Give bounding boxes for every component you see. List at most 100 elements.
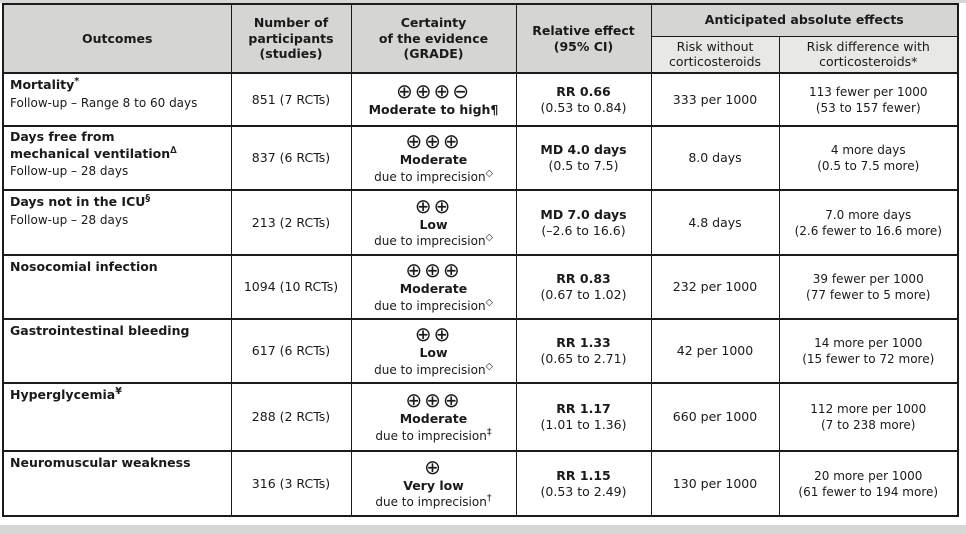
outcome-name: Neuromuscular weakness — [10, 455, 191, 470]
followup-text: Follow-up – Range 8 to 60 days — [10, 95, 198, 110]
grade-reason-footnote-marker: ‡ — [486, 426, 492, 438]
outcome-name: Mortality* — [10, 76, 80, 93]
participants-cell: 837 (6 RCTs) — [230, 125, 352, 191]
grade-reason-footnote-marker: ◇ — [485, 296, 493, 308]
participants-cell: 851 (7 RCTs) — [230, 72, 352, 127]
outcome-cell: Nosocomial infection — [2, 254, 232, 320]
grade-level: Low — [419, 345, 448, 361]
effect-ci: (1.01 to 1.36) — [540, 417, 627, 432]
grade-reason: due to imprecision◇ — [358, 168, 510, 185]
risk-difference-cell: 112 more per 1000 (7 to 238 more) — [778, 382, 959, 452]
outcome-text: Days not in the ICU — [10, 194, 146, 210]
outcome-cell: Days free from mechanical ventilation∆ F… — [2, 125, 232, 191]
table-row-icu-free-days: Days not in the ICU§ Follow-up – 28 days… — [2, 189, 959, 256]
table-header: Outcomes Number of participants (studies… — [2, 3, 959, 74]
grade-level: Low — [419, 216, 448, 232]
participants-cell: 1094 (10 RCTs) — [230, 254, 352, 320]
grade-level: Moderate — [399, 152, 468, 168]
grade-level: Moderate — [399, 281, 468, 297]
risk-difference-text: 4 more days (0.5 to 7.5 more) — [817, 143, 920, 173]
effect-estimate: RR 1.17 — [556, 401, 611, 417]
risk-difference-text: 39 fewer per 1000 (77 fewer to 5 more) — [806, 272, 931, 302]
grade-reason-text: due to imprecision — [374, 234, 486, 249]
outcome-cell: Gastrointestinal bleeding — [2, 318, 232, 384]
header-risk-difference: Risk difference with corticosteroids* — [778, 35, 959, 74]
effect-estimate: RR 1.15 — [556, 467, 611, 483]
grade-cell: ⊕⊕ Low due to imprecision◇ — [350, 318, 517, 384]
header-risk-without: Risk without corticosteroids — [650, 35, 780, 74]
relative-effect-cell: RR 0.66 (0.53 to 0.84) — [515, 72, 652, 127]
grade-reason: due to imprecision◇ — [358, 232, 510, 249]
grade-cell: ⊕⊕⊕⊖ Moderate to high¶ — [350, 72, 517, 127]
relative-effect-cell: RR 1.17 (1.01 to 1.36) — [515, 382, 652, 452]
table-row-gastrointestinal-bleeding: Gastrointestinal bleeding 617 (6 RCTs) ⊕… — [2, 318, 959, 384]
outcome-cell: Mortality* Follow-up – Range 8 to 60 day… — [2, 72, 232, 127]
grade-reason-text: due to imprecision — [375, 495, 487, 510]
outcome-footnote-marker: ∆ — [170, 144, 177, 156]
risk-difference-cell: 7.0 more days (2.6 fewer to 16.6 more) — [778, 189, 959, 256]
grade-circles-icon: ⊕⊕ — [414, 322, 453, 347]
effect-estimate: RR 1.33 — [556, 335, 611, 351]
header-participants: Number of participants (studies) — [230, 3, 352, 74]
header-relative-effect: Relative effect (95% CI) — [515, 3, 652, 74]
relative-effect-cell: RR 1.15 (0.53 to 2.49) — [515, 450, 652, 517]
outcome-text: Days free from mechanical ventilation — [10, 129, 171, 161]
outcome-name: Days not in the ICU§ — [10, 193, 151, 210]
effect-ci: (0.67 to 1.02) — [540, 287, 627, 302]
grade-circles-icon: ⊕⊕⊕⊖ — [395, 79, 472, 104]
grade-circles-icon: ⊕ — [424, 454, 443, 479]
outcome-footnote-marker: § — [145, 193, 151, 204]
grade-cell: ⊕⊕⊕ Moderate due to imprecision◇ — [350, 254, 517, 320]
effect-ci: (–2.6 to 16.6) — [541, 222, 626, 238]
risk-difference-text: 20 more per 1000 (61 fewer to 194 more) — [798, 468, 939, 499]
outcome-name: Days free from mechanical ventilation∆ — [10, 129, 177, 161]
outcome-name: Hyperglycemia¥ — [10, 386, 122, 403]
participants-cell: 213 (2 RCTs) — [230, 189, 352, 256]
grade-level: Moderate — [399, 411, 468, 427]
effect-estimate: RR 0.83 — [556, 271, 611, 287]
participants-cell: 288 (2 RCTs) — [230, 382, 352, 452]
outcome-footnote-marker: * — [74, 76, 80, 87]
risk-without-cell: 130 per 1000 — [650, 450, 780, 517]
grade-reason-text: due to imprecision — [375, 428, 487, 443]
risk-difference-cell: 4 more days (0.5 to 7.5 more) — [778, 125, 959, 191]
outcome-text: Hyperglycemia — [10, 387, 116, 403]
outcome-cell: Days not in the ICU§ Follow-up – 28 days — [2, 189, 232, 256]
risk-difference-text: 112 more per 1000 (7 to 238 more) — [810, 402, 927, 432]
effect-estimate: RR 0.66 — [556, 83, 611, 99]
risk-difference-text: 113 fewer per 1000 (53 to 157 fewer) — [808, 84, 928, 115]
relative-effect-cell: RR 1.33 (0.65 to 2.71) — [515, 318, 652, 384]
risk-without-cell: 333 per 1000 — [650, 72, 780, 127]
grade-reason-footnote-marker: ◇ — [485, 360, 493, 372]
outcome-footnote-marker: ¥ — [115, 386, 122, 397]
top-margin-band — [0, 0, 966, 3]
risk-difference-text: 7.0 more days (2.6 fewer to 16.6 more) — [794, 207, 942, 238]
effect-ci: (0.65 to 2.71) — [540, 351, 627, 366]
risk-without-cell: 8.0 days — [650, 125, 780, 191]
grade-reason-text: due to imprecision — [374, 362, 486, 377]
header-absolute-effects-group: Anticipated absolute effects — [650, 3, 959, 37]
risk-without-cell: 4.8 days — [650, 189, 780, 256]
grade-reason: due to imprecision‡ — [358, 427, 510, 444]
summary-of-findings-table: Outcomes Number of participants (studies… — [2, 3, 959, 517]
grade-reason-footnote-marker: † — [486, 493, 492, 505]
relative-effect-cell: MD 4.0 days (0.5 to 7.5) — [515, 125, 652, 191]
outcome-text: Neuromuscular weakness — [10, 455, 191, 471]
participants-cell: 316 (3 RCTs) — [230, 450, 352, 517]
effect-ci: (0.53 to 2.49) — [540, 483, 627, 499]
grade-circles-icon: ⊕⊕⊕ — [405, 258, 462, 283]
grade-reason-text: due to imprecision — [374, 298, 486, 313]
followup-text: Follow-up – 28 days — [10, 212, 129, 227]
outcome-name: Nosocomial infection — [10, 259, 158, 274]
grade-reason-footnote-marker: ◇ — [485, 167, 493, 179]
table-row-mortality: Mortality* Follow-up – Range 8 to 60 day… — [2, 72, 959, 127]
risk-without-cell: 232 per 1000 — [650, 254, 780, 320]
grade-cell: ⊕⊕⊕ Moderate due to imprecision‡ — [350, 382, 517, 452]
effect-estimate: MD 4.0 days — [540, 142, 627, 158]
grade-reason-text: due to imprecision — [374, 169, 486, 184]
grade-reason-footnote-marker: ◇ — [485, 232, 493, 244]
risk-difference-text: 14 more per 1000 (15 fewer to 72 more) — [802, 336, 935, 366]
outcome-text: Mortality — [10, 77, 75, 93]
relative-effect-cell: RR 0.83 (0.67 to 1.02) — [515, 254, 652, 320]
